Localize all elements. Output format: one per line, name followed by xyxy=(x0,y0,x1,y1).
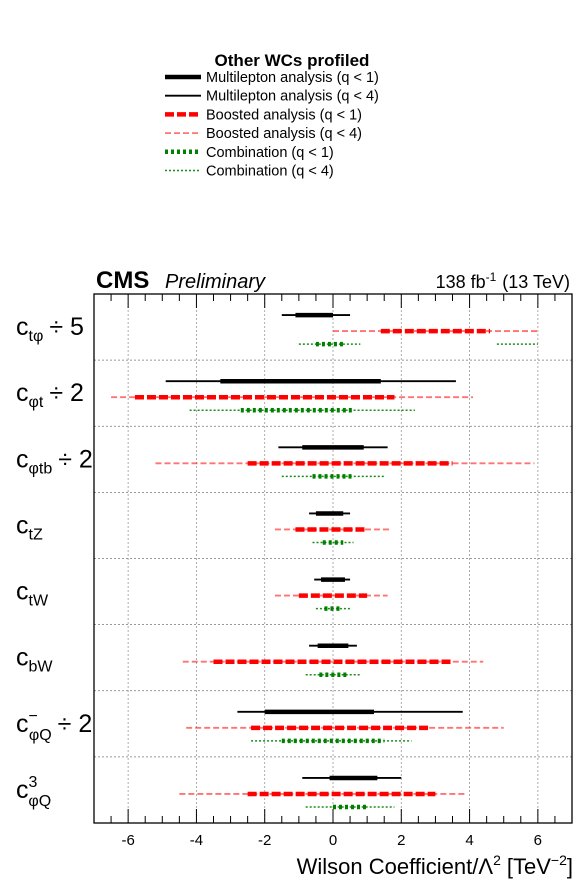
x-tick-label-0: -6 xyxy=(121,832,134,849)
row-label-sub: φQ xyxy=(29,727,52,744)
luminosity-label: 138 fb-1 (13 TeV) xyxy=(436,270,570,292)
row-label-2: cφtb ÷ 2 xyxy=(16,445,93,477)
energy-label: (13 TeV) xyxy=(502,272,570,292)
x-axis-unit-main: [TeV xyxy=(507,854,551,879)
row-label-4: ctW xyxy=(16,578,49,610)
x-tick-label-4: 2 xyxy=(397,832,405,849)
row-label-0: ctφ ÷ 5 xyxy=(16,313,84,345)
x-axis-label-exp: 2 xyxy=(493,852,501,868)
header: CMS Preliminary 138 fb-1 (13 TeV) xyxy=(96,267,570,294)
x-axis-unit-exp: −2 xyxy=(551,852,567,868)
row-label-sub: φt xyxy=(29,394,44,411)
row-label-sub: tW xyxy=(29,593,49,610)
x-tick-label-1: -4 xyxy=(190,832,203,849)
row-label-3: ctZ xyxy=(16,511,43,543)
row-label-sub: bW xyxy=(29,659,54,676)
legend: Other WCs profiled Multilepton analysis … xyxy=(165,51,379,180)
x-axis-unit-close: ] xyxy=(567,854,573,879)
row-label-1: cφt ÷ 2 xyxy=(16,379,84,411)
row-label-sup: 3 xyxy=(29,774,38,791)
status-label: Preliminary xyxy=(165,271,266,293)
x-tick-label-6: 6 xyxy=(534,832,542,849)
row-label-base: c xyxy=(16,511,29,539)
row-label-6: c− φQ ÷ 2 xyxy=(16,708,92,744)
x-ticks xyxy=(93,294,573,823)
row-label-5: cbW xyxy=(16,644,53,676)
experiment-label: CMS xyxy=(96,267,149,294)
row-label-sub: φtb xyxy=(29,460,53,477)
x-tick-label-2: -2 xyxy=(258,832,271,849)
row-label-suffix: ÷ 2 xyxy=(49,379,84,407)
legend-label-5: Combination (q < 4) xyxy=(206,164,334,180)
row-label-base: c xyxy=(16,313,29,341)
row-label-suffix: ÷ 5 xyxy=(49,313,84,341)
legend-label-3: Boosted analysis (q < 4) xyxy=(206,126,362,142)
row-label-sub: φQ xyxy=(28,793,51,810)
row-label-base: c xyxy=(16,644,29,672)
legend-label-4: Combination (q < 1) xyxy=(206,145,334,161)
row-label-7: c3 φQ xyxy=(16,774,51,810)
row-label-base: c xyxy=(16,578,29,606)
row-label-base: c xyxy=(16,776,29,804)
row-label-sup: − xyxy=(29,708,38,725)
legend-label-1: Multilepton analysis (q < 4) xyxy=(206,89,379,105)
grid xyxy=(127,294,539,823)
row-label-base: c xyxy=(16,710,29,738)
lumi-exponent: -1 xyxy=(486,270,497,284)
row-label-suffix: ÷ 2 xyxy=(58,445,93,473)
legend-label-2: Boosted analysis (q < 1) xyxy=(206,107,362,123)
x-axis-title: Wilson Coefficient/Λ2 [TeV−2] xyxy=(297,852,573,879)
row-label-base: c xyxy=(16,379,29,407)
legend-title: Other WCs profiled xyxy=(215,51,370,70)
legend-entries: Multilepton analysis (q < 1) Multilepton … xyxy=(165,70,379,180)
x-tick-labels: -6 -4 -2 0 2 4 6 xyxy=(121,832,542,849)
lumi-value: 138 fb xyxy=(436,272,486,292)
interval-bars xyxy=(111,312,538,810)
x-axis-label-main: Wilson Coefficient/Λ xyxy=(297,854,494,879)
x-tick-label-5: 4 xyxy=(465,832,473,849)
row-label-base: c xyxy=(16,445,29,473)
row-label-sub: tZ xyxy=(29,526,43,543)
x-tick-label-3: 0 xyxy=(329,832,337,849)
legend-label-0: Multilepton analysis (q < 1) xyxy=(206,70,379,86)
row-label-suffix: ÷ 2 xyxy=(58,710,93,738)
plot-area xyxy=(93,293,573,824)
row-label-sub: tφ xyxy=(29,328,44,345)
